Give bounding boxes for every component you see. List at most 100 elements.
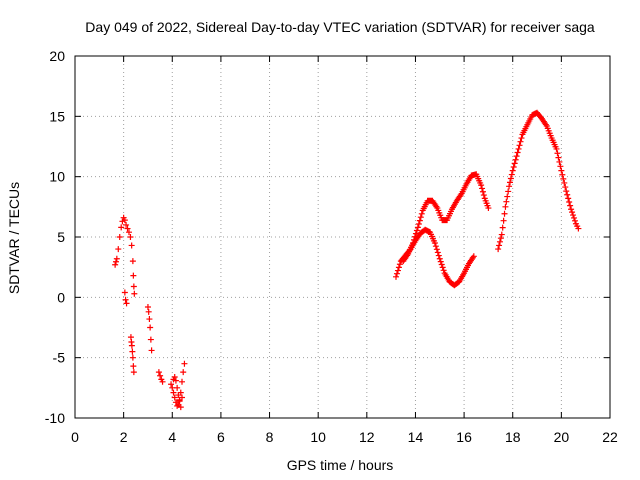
- data-point: [553, 145, 560, 152]
- axis-ticks: 0 2 4 6 8 10 12 14 16 18 20 22 -10 -5 0 5 10 15 20: [45, 48, 618, 445]
- data-point: [564, 191, 571, 198]
- x-tick-label: 6: [217, 429, 225, 445]
- data-point: [506, 179, 513, 186]
- data-point: [512, 156, 519, 163]
- data-point: [518, 135, 525, 142]
- data-point: [485, 205, 492, 212]
- data-point: [393, 270, 400, 277]
- data-point: [130, 363, 137, 370]
- data-point: [566, 199, 573, 206]
- data-point: [148, 347, 155, 354]
- data-point: [432, 243, 439, 250]
- data-point: [157, 372, 164, 379]
- data-point: [563, 188, 570, 195]
- data-point: [561, 179, 568, 186]
- data-point: [575, 225, 582, 232]
- data-point: [176, 398, 183, 405]
- data-point: [181, 360, 188, 367]
- data-point: [128, 342, 135, 349]
- x-tick-label: 8: [266, 429, 274, 445]
- data-point: [180, 369, 187, 376]
- data-point: [415, 220, 422, 227]
- data-point: [130, 369, 137, 376]
- data-point: [130, 283, 137, 290]
- data-point: [513, 153, 520, 160]
- data-point: [410, 240, 417, 247]
- data-point: [496, 242, 503, 249]
- x-tick-label: 10: [310, 429, 326, 445]
- data-point: [130, 272, 137, 279]
- x-tick-label: 12: [359, 429, 375, 445]
- data-point: [438, 261, 445, 268]
- data-point: [554, 150, 561, 157]
- data-point: [113, 255, 120, 262]
- x-tick-label: 16: [456, 429, 472, 445]
- data-point: [495, 246, 502, 253]
- data-point: [508, 171, 515, 178]
- data-point: [571, 217, 578, 224]
- x-tick-label: 18: [505, 429, 521, 445]
- data-point: [562, 184, 569, 191]
- data-point: [567, 202, 574, 209]
- data-point: [502, 203, 509, 210]
- data-point: [412, 230, 419, 237]
- data-point: [171, 373, 178, 380]
- data-point: [510, 164, 517, 171]
- data-point: [514, 149, 521, 156]
- data-point: [116, 234, 123, 240]
- data-point: [172, 377, 179, 384]
- data-point: [416, 217, 423, 224]
- data-point: [506, 183, 513, 190]
- data-point: [112, 261, 119, 268]
- data-point: [145, 308, 152, 315]
- data-point: [177, 404, 184, 411]
- y-tick-label: 20: [49, 48, 65, 64]
- data-point: [175, 392, 182, 399]
- data-point: [146, 316, 153, 323]
- data-point: [125, 229, 132, 236]
- data-point: [414, 224, 421, 231]
- data-point: [507, 175, 514, 182]
- data-point: [504, 193, 511, 200]
- data-point: [170, 389, 177, 396]
- data-point: [499, 224, 506, 231]
- data-point: [503, 198, 510, 205]
- data-point: [413, 227, 420, 234]
- data-point: [439, 264, 446, 271]
- data-point: [437, 258, 444, 265]
- data-point: [115, 246, 122, 253]
- data-point: [498, 231, 505, 238]
- data-point: [559, 171, 566, 178]
- data-point: [418, 210, 425, 217]
- data-point: [129, 348, 136, 355]
- data-point: [431, 240, 438, 247]
- data-point: [570, 212, 577, 219]
- data-point: [569, 209, 576, 216]
- plot-frame: [74, 55, 611, 419]
- x-tick-label: 2: [120, 429, 128, 445]
- data-point: [174, 384, 181, 391]
- data-point: [565, 195, 572, 202]
- data-point: [560, 175, 567, 182]
- data-point: [433, 246, 440, 253]
- data-point: [568, 206, 575, 213]
- y-tick-label: 0: [57, 289, 65, 305]
- data-point: [155, 369, 162, 376]
- data-point: [159, 378, 166, 385]
- data-point: [479, 188, 486, 195]
- data-point: [121, 289, 128, 296]
- data-point: [556, 158, 563, 165]
- data-point: [396, 261, 403, 268]
- data-point: [129, 354, 136, 361]
- x-tick-label: 22: [602, 429, 618, 445]
- y-axis-label: SDTVAR / TECUs: [6, 182, 22, 294]
- data-points: [112, 109, 582, 411]
- x-tick-label: 20: [554, 429, 570, 445]
- data-point: [434, 249, 441, 256]
- data-point: [480, 192, 487, 199]
- data-point: [571, 214, 578, 221]
- data-point: [500, 217, 507, 224]
- data-point: [123, 221, 130, 228]
- data-point: [558, 167, 565, 174]
